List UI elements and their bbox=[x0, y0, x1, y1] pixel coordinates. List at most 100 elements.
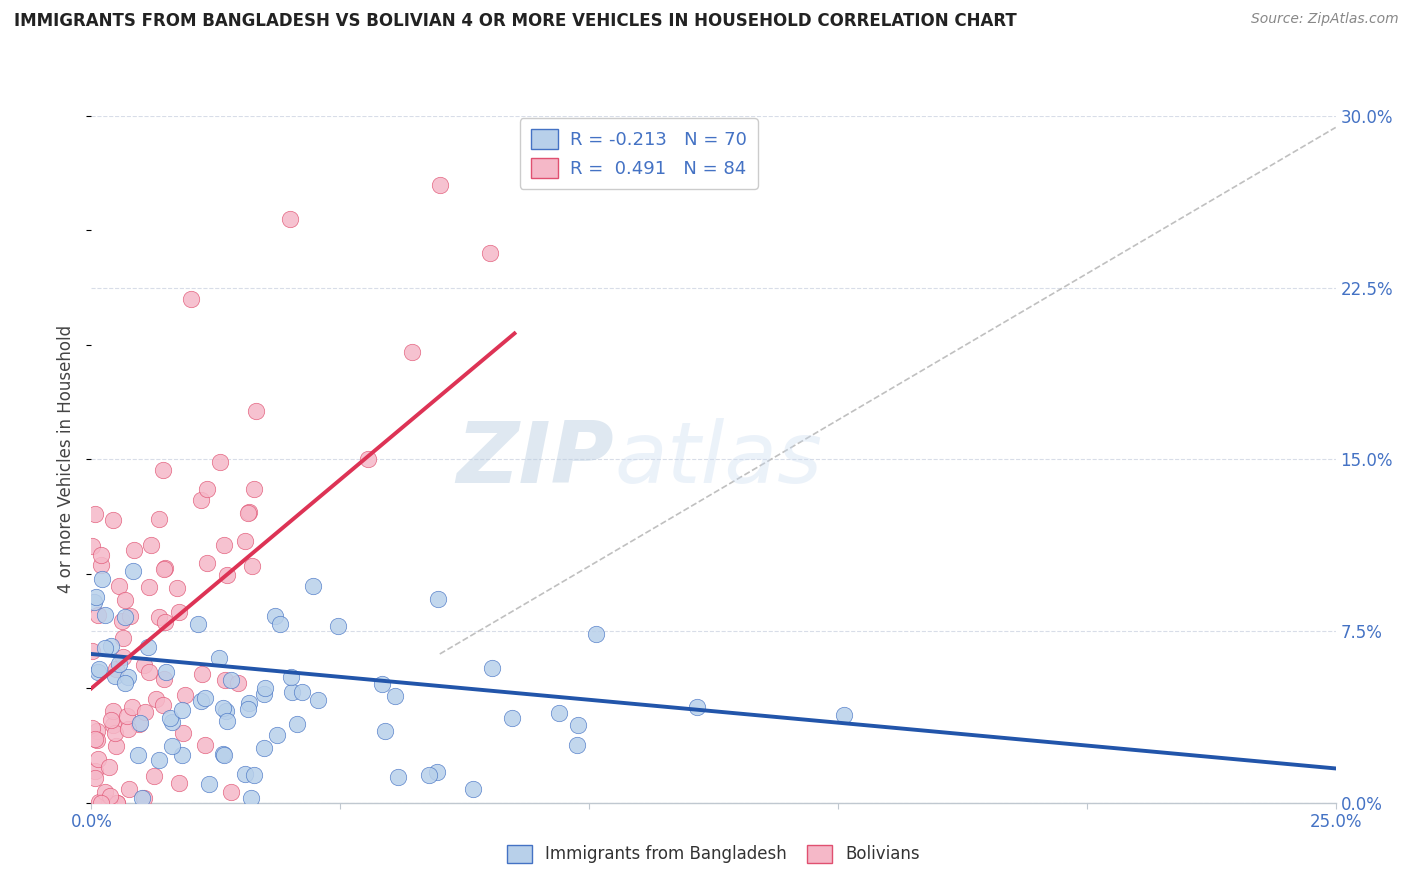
Point bbox=[371, 677, 394, 691]
Point bbox=[217, 568, 239, 582]
Point bbox=[481, 661, 503, 675]
Point bbox=[142, 769, 165, 783]
Point bbox=[108, 579, 131, 593]
Point bbox=[118, 608, 141, 623]
Point bbox=[105, 796, 128, 810]
Point bbox=[90, 572, 112, 586]
Point bbox=[214, 538, 236, 552]
Point bbox=[208, 455, 231, 469]
Point bbox=[121, 700, 143, 714]
Point bbox=[238, 505, 260, 519]
Point bbox=[212, 701, 235, 715]
Point bbox=[253, 740, 276, 755]
Point bbox=[83, 764, 105, 778]
Point bbox=[152, 698, 174, 713]
Point bbox=[87, 608, 110, 623]
Point bbox=[129, 716, 152, 731]
Point bbox=[328, 619, 350, 633]
Point bbox=[104, 726, 127, 740]
Point bbox=[153, 560, 176, 574]
Point bbox=[166, 581, 188, 595]
Point bbox=[387, 770, 409, 784]
Point bbox=[291, 684, 314, 698]
Point bbox=[236, 702, 259, 716]
Point bbox=[172, 747, 194, 762]
Point bbox=[174, 688, 197, 702]
Point bbox=[426, 591, 449, 606]
Point bbox=[585, 627, 607, 641]
Point bbox=[280, 670, 302, 684]
Point bbox=[87, 752, 110, 766]
Point bbox=[134, 791, 156, 805]
Point bbox=[264, 609, 287, 624]
Point bbox=[112, 631, 135, 645]
Point bbox=[108, 657, 131, 671]
Point bbox=[426, 765, 449, 780]
Point bbox=[567, 717, 589, 731]
Point bbox=[153, 615, 176, 629]
Point bbox=[832, 707, 855, 722]
Point bbox=[153, 562, 176, 576]
Point bbox=[461, 782, 484, 797]
Point bbox=[301, 579, 323, 593]
Point bbox=[90, 558, 112, 572]
Text: ZIP: ZIP bbox=[457, 417, 614, 501]
Point bbox=[429, 178, 451, 192]
Point bbox=[98, 760, 121, 774]
Y-axis label: 4 or more Vehicles in Household: 4 or more Vehicles in Household bbox=[58, 326, 76, 593]
Point bbox=[139, 538, 162, 552]
Point bbox=[187, 617, 209, 632]
Point bbox=[285, 716, 308, 731]
Point bbox=[132, 657, 155, 672]
Point bbox=[208, 651, 231, 665]
Point bbox=[214, 673, 236, 687]
Point bbox=[198, 777, 221, 791]
Point bbox=[83, 732, 105, 747]
Point bbox=[212, 748, 235, 763]
Point bbox=[127, 748, 149, 763]
Point bbox=[118, 781, 141, 796]
Point bbox=[121, 564, 143, 578]
Point bbox=[90, 796, 112, 810]
Point bbox=[105, 739, 128, 754]
Point bbox=[86, 732, 108, 747]
Point bbox=[211, 747, 233, 762]
Point bbox=[266, 728, 288, 742]
Point bbox=[236, 506, 259, 520]
Point bbox=[114, 676, 136, 690]
Point bbox=[86, 723, 108, 738]
Point bbox=[240, 558, 263, 573]
Point bbox=[117, 723, 139, 737]
Point bbox=[195, 482, 218, 496]
Point bbox=[217, 714, 239, 728]
Point bbox=[228, 676, 250, 690]
Point bbox=[401, 345, 423, 359]
Point bbox=[83, 595, 105, 609]
Point bbox=[114, 592, 136, 607]
Point bbox=[243, 482, 266, 496]
Point bbox=[101, 718, 124, 732]
Point bbox=[190, 493, 212, 508]
Point bbox=[215, 704, 238, 718]
Point bbox=[97, 796, 120, 810]
Point bbox=[233, 767, 256, 781]
Point bbox=[94, 640, 117, 655]
Point bbox=[253, 688, 276, 702]
Point bbox=[101, 705, 124, 719]
Point bbox=[82, 722, 104, 736]
Point bbox=[111, 615, 134, 629]
Text: atlas: atlas bbox=[614, 417, 823, 501]
Point bbox=[478, 246, 501, 260]
Point bbox=[112, 649, 135, 664]
Point bbox=[180, 292, 202, 306]
Point bbox=[167, 605, 190, 619]
Point bbox=[148, 610, 170, 624]
Point bbox=[357, 452, 380, 467]
Point bbox=[219, 785, 242, 799]
Point bbox=[100, 640, 122, 654]
Point bbox=[148, 512, 170, 526]
Point bbox=[233, 533, 256, 548]
Point bbox=[195, 556, 218, 570]
Point bbox=[98, 789, 121, 804]
Point bbox=[245, 404, 267, 418]
